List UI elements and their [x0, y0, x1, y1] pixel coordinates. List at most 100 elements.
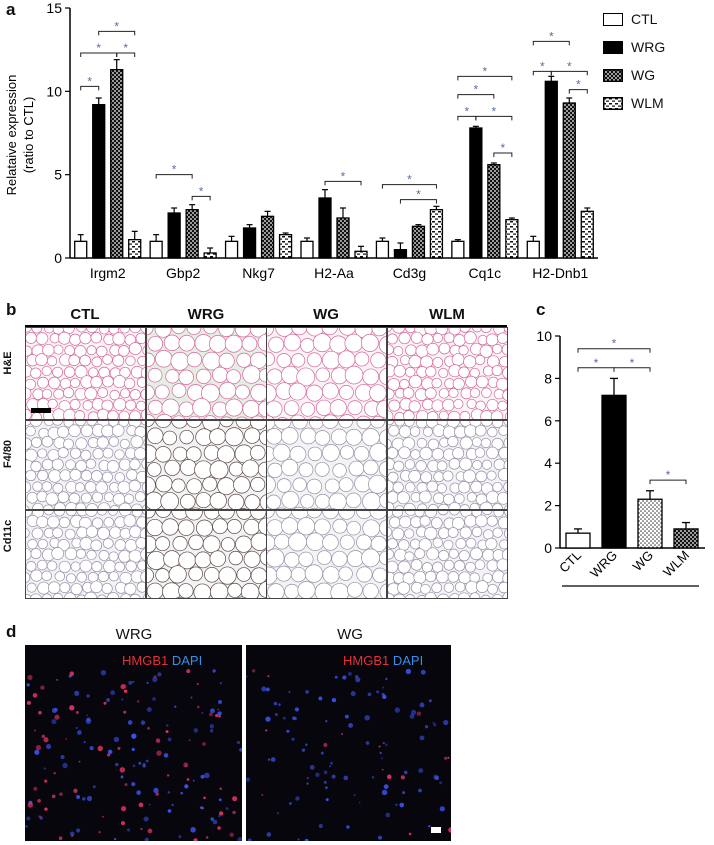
dapi-nucleus	[77, 730, 82, 735]
adipocyte	[26, 481, 32, 494]
significance-star: *	[341, 169, 346, 183]
adipocyte	[481, 459, 493, 470]
adipocyte	[417, 594, 427, 598]
x-tick-label: WG	[630, 548, 656, 574]
bar	[149, 240, 163, 259]
significance-star: *	[465, 104, 470, 118]
adipocyte	[30, 460, 42, 473]
adipocyte	[177, 519, 195, 536]
adipocyte	[250, 351, 266, 369]
adipocyte	[107, 592, 120, 598]
adipocyte	[46, 356, 58, 367]
hmgb1-signal	[140, 827, 143, 831]
adipocyte	[80, 469, 93, 482]
adipocyte	[388, 438, 392, 449]
adipocyte	[234, 328, 252, 338]
adipocyte	[327, 507, 336, 509]
adipocyte	[163, 334, 181, 351]
hmgb1-signal	[188, 739, 191, 742]
dapi-nucleus	[329, 761, 333, 765]
adipocyte	[31, 436, 43, 448]
adipocyte	[32, 481, 43, 492]
adipocyte	[378, 336, 386, 354]
adipocyte	[186, 478, 203, 495]
hmgb1-signal	[69, 705, 75, 711]
dapi-nucleus	[43, 767, 46, 770]
adipocyte	[137, 355, 145, 366]
histology-col-ctl: CTL	[70, 306, 100, 323]
adipocyte	[297, 581, 316, 598]
adipocyte	[162, 582, 181, 598]
significance-bracket	[155, 174, 193, 179]
dapi-nucleus	[128, 680, 133, 685]
dapi-nucleus	[385, 743, 388, 747]
scale-bar	[431, 827, 441, 833]
adipocyte	[244, 427, 261, 444]
hmgb1-signal	[386, 774, 392, 780]
hmgb1-signal	[448, 827, 451, 833]
adipocyte	[307, 446, 323, 462]
significance-bracket	[493, 152, 513, 157]
adipocyte	[257, 400, 266, 418]
adipocyte	[250, 511, 266, 520]
hmgb1-signal	[186, 778, 190, 781]
adipocyte	[195, 492, 212, 509]
adipocyte	[235, 421, 253, 429]
adipocyte	[142, 346, 145, 356]
adipocyte	[379, 492, 386, 509]
adipocyte	[469, 502, 480, 509]
dapi-nucleus	[323, 780, 327, 784]
adipocyte	[419, 515, 431, 527]
significance-star: *	[666, 468, 671, 482]
x-tick-label: Cq1c	[469, 265, 502, 281]
adipocyte	[102, 538, 114, 549]
adipocyte	[480, 437, 492, 449]
adipocyte	[91, 356, 103, 368]
adipocyte	[436, 460, 448, 472]
adipocyte	[250, 476, 266, 492]
adipocyte	[103, 559, 117, 574]
adipocyte	[482, 548, 495, 562]
adipocyte	[472, 459, 483, 470]
adipocyte	[405, 594, 415, 598]
hmgb1-signal	[193, 838, 198, 841]
tissue-texture	[388, 421, 507, 509]
adipocyte	[459, 436, 473, 450]
y-tick-label: 6	[544, 413, 552, 429]
hmgb1-signal	[232, 810, 236, 815]
bar	[300, 240, 314, 259]
adipocyte	[194, 551, 212, 569]
adipocyte	[491, 421, 504, 428]
adipocyte	[120, 593, 132, 598]
hmgb1-signal	[37, 799, 41, 803]
x-group-label: 16 wks	[611, 588, 655, 590]
adipocyte	[57, 447, 69, 459]
adipocyte	[388, 560, 399, 574]
adipocyte	[298, 551, 314, 567]
adipocyte	[147, 427, 164, 445]
adipocyte	[438, 367, 449, 378]
bar	[393, 249, 408, 259]
hmgb1-signal	[120, 806, 127, 812]
bar	[505, 219, 519, 259]
histology-row-f480: F4/80	[2, 439, 14, 469]
adipocyte	[273, 421, 292, 430]
hmgb1-signal	[44, 779, 48, 783]
adipocyte	[499, 539, 507, 550]
histology-image	[387, 510, 508, 599]
fluor-marker-hmgb1: HMGB1	[343, 653, 390, 668]
fluor-legend-wg: HMGB1 DAPI	[343, 653, 423, 668]
adipocyte	[91, 491, 103, 503]
dapi-nucleus	[274, 712, 278, 716]
adipocyte	[458, 366, 470, 379]
adipocyte	[388, 548, 395, 560]
dapi-nucleus	[163, 753, 169, 758]
adipocyte	[250, 532, 266, 551]
dapi-nucleus	[217, 711, 222, 716]
adipocyte	[404, 459, 416, 470]
adipocyte	[120, 388, 131, 399]
dapi-nucleus	[323, 770, 328, 775]
adipocyte	[267, 548, 285, 568]
adipocyte	[356, 415, 371, 419]
adipocyte	[497, 491, 507, 505]
